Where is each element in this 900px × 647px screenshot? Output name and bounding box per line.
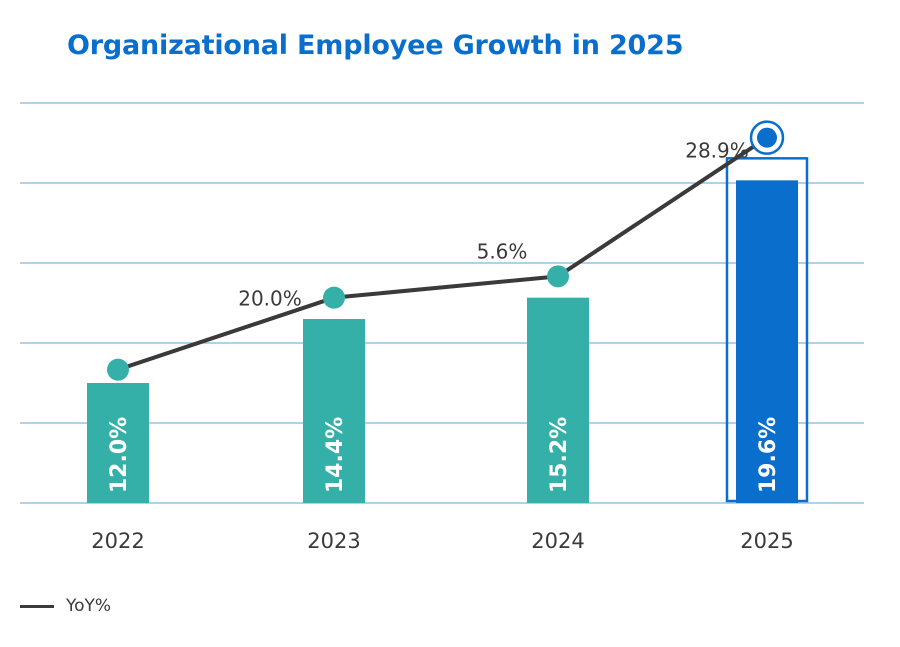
bar-value-label: 15.2% [547,417,572,493]
line-point [323,286,345,309]
bar-value-label: 19.6% [756,417,781,493]
bar-value-label: 12.0% [107,417,132,493]
x-tick-label: 2023 [307,529,360,553]
legend: YoY% [20,596,111,616]
yoy-line [116,135,769,372]
bar [527,297,589,503]
line-value-label: 5.6% [477,239,528,263]
line-labels: 20.0% 5.6% 28.9% [238,139,749,311]
line-series [107,120,785,381]
bar-series [87,157,809,504]
x-tick-label: 2025 [740,529,793,553]
bar [303,319,365,503]
bar-value-label: 14.4% [323,417,348,493]
legend-label: YoY% [66,596,112,616]
line-point [757,127,777,148]
line-point [547,265,569,288]
line-value-label: 28.9% [685,139,749,163]
x-axis-ticks: 2022 2023 2024 2025 [91,529,793,553]
bar [736,180,798,504]
legend-line-swatch [20,604,54,608]
gridlines [20,102,864,504]
chart-title: Organizational Employee Growth in 2025 [67,30,684,61]
line-value-label: 20.0% [238,287,302,311]
x-tick-label: 2024 [531,529,584,553]
line-point [107,358,129,381]
chart-canvas: 12.0% 14.4% 15.2% 19.6% 20.0% 5.6% 28.9% 2022… [20,102,864,553]
bar [87,383,149,503]
x-tick-label: 2022 [91,529,144,553]
bar-labels: 12.0% 14.4% 15.2% 19.6% [107,417,781,493]
